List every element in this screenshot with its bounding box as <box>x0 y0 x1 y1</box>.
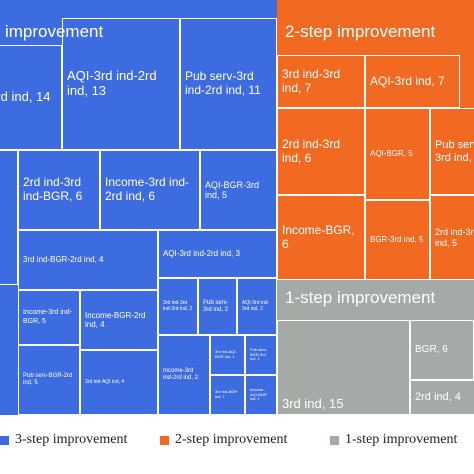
legend-swatch <box>160 435 169 445</box>
tile: Income-3rd ind-2rd ind, 6 <box>100 150 200 230</box>
legend-entry: 2-step improvement <box>160 432 287 448</box>
tile: Income-AQI-BGR ind, 1 <box>245 375 277 415</box>
tile: 3rd ind-BGR ind, 1 <box>210 375 245 415</box>
tile: AQI-3rd ind-2rd ind, 3 <box>158 230 277 278</box>
tile: AQI-3rd ind-3rd ind, 2 <box>237 278 277 335</box>
tile: AQI-3rd ind, 7 <box>365 55 460 108</box>
tile: Pub serv-BGR-2rd ind, 5 <box>18 345 80 415</box>
tile: AQI-BGR-3rd ind, 8 <box>0 150 18 285</box>
tile: BGR, 6 <box>410 320 474 380</box>
tile: AQI-BGR-3rd ind, 5 <box>200 150 277 230</box>
tile: 3rd ind-BGR-2rd ind, 4 <box>18 230 158 290</box>
legend-entry: 3-step improvement <box>0 432 127 448</box>
group-header: 1-step improvement <box>285 288 436 307</box>
group-header: 2-step improvement <box>285 22 436 41</box>
tile: 3rd ind-AQI ind, 4 <box>80 350 158 415</box>
tile: AQI-BGR, 5 <box>365 108 430 200</box>
group-header: 3-step improvement <box>0 22 104 41</box>
tile: 2rd ind-3rd ind, 6 <box>277 108 365 195</box>
tile: 3rd ind-3rd ind, 7 <box>277 55 365 108</box>
tile: AQI-3rd ind-2rd ind, 13 <box>62 18 180 150</box>
legend-label: 3-step improvement <box>15 432 128 447</box>
tile: Pub serv-BGR-3rd ind, 1 <box>245 335 277 375</box>
tile: Pub serv-3rd ind, 4 <box>430 108 474 195</box>
tile: 2rd ind-3rd ind, 5 <box>430 195 474 280</box>
tile: 2rd ind, 4 <box>410 380 474 415</box>
legend-label: 1-step improvement <box>345 432 458 447</box>
legend-label: 2-step improvement <box>175 432 288 447</box>
tile: 3rd ind-2rd ind, 14 <box>0 45 62 150</box>
legend-entry: 1-step improvement <box>330 432 457 448</box>
tile: Pub serv-3rd ind, 2 <box>198 278 237 335</box>
tile: Income-3rd ind-2rd ind, 2 <box>158 335 210 415</box>
tile: 3rd ind-3rd ind-2rd ind, 2 <box>158 278 198 335</box>
legend-swatch <box>0 435 9 445</box>
tile: Income-3rd ind-BGR, 5 <box>18 290 80 345</box>
tile: 2rd ind-3rd ind-BGR, 6 <box>18 150 100 230</box>
tile: Income-BGR, 6 <box>277 195 365 280</box>
tile: BGR-3rd ind, 5 <box>365 200 430 280</box>
tile: 3rd ind-AQI-BGR ind, 1 <box>210 335 245 375</box>
legend-swatch <box>330 435 339 445</box>
tile: 3rd ind, 15 <box>277 320 410 415</box>
tile: Income-BGR-2rd ind, 4 <box>80 290 158 350</box>
tile: Pub serv-3rd ind-2rd ind, 11 <box>180 18 277 150</box>
